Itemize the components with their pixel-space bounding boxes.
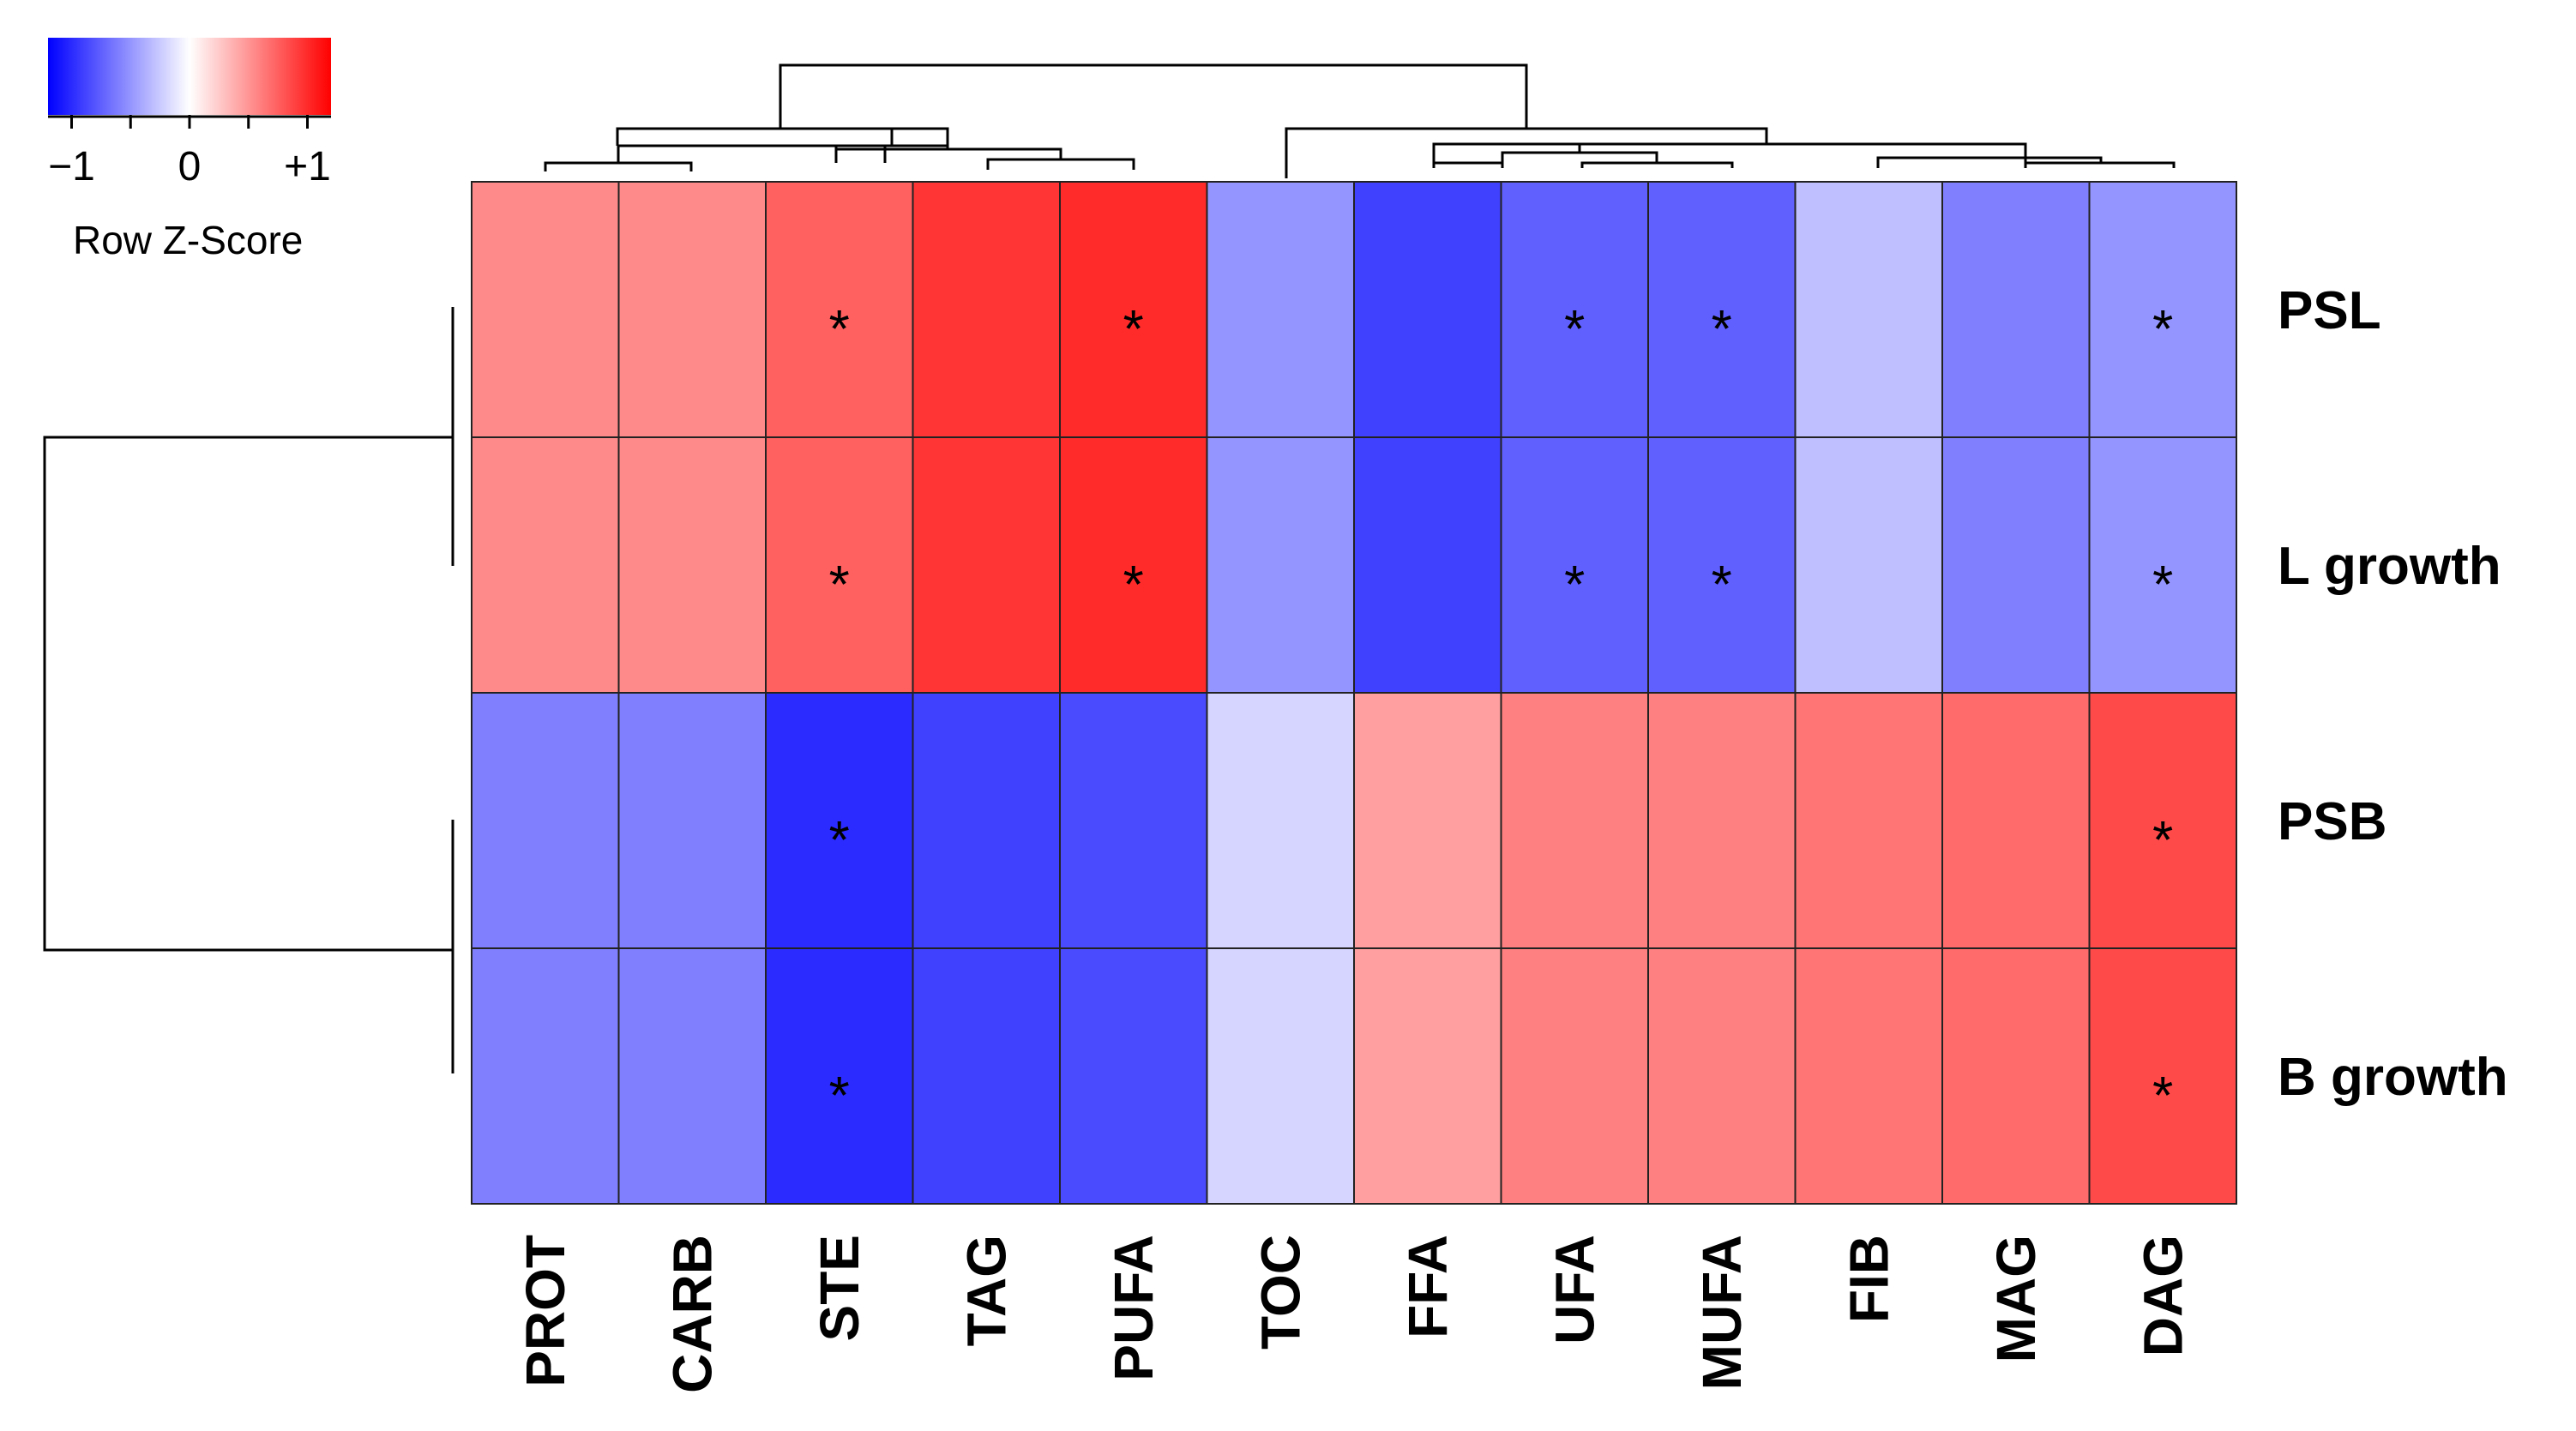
heatmap-cell: [1500, 436, 1649, 694]
heatmap-cell: [1794, 436, 1943, 694]
heatmap-cell: [2088, 947, 2237, 1205]
color-key-gradient: [48, 38, 331, 115]
heatmap-cell: [1206, 947, 1355, 1205]
heatmap-cell: [1647, 181, 1797, 438]
significance-marker: *: [829, 300, 850, 359]
heatmap-cell: [1794, 181, 1943, 438]
significance-marker: *: [1564, 556, 1585, 615]
heatmap-cell: [765, 947, 914, 1205]
heatmap-cell: [1941, 947, 2091, 1205]
heatmap-cells: [471, 181, 2237, 1205]
column-label: STE: [809, 1235, 870, 1341]
significance-marker: *: [2152, 556, 2173, 615]
heatmap-cell: [617, 436, 767, 694]
heatmap-cell: [1794, 947, 1943, 1205]
row-label: L growth: [2278, 537, 2501, 596]
column-label: UFA: [1544, 1235, 1605, 1344]
significance-marker: *: [1712, 300, 1732, 359]
heatmap-cell: [471, 436, 620, 694]
heatmap-cell: [1941, 181, 2091, 438]
heatmap-cell: [765, 436, 914, 694]
row-dendrogram: [43, 307, 454, 1073]
significance-marker: *: [829, 1067, 850, 1126]
column-label: PUFA: [1103, 1235, 1165, 1381]
heatmap-cell: [1059, 436, 1208, 694]
heatmap-cell: [1500, 947, 1649, 1205]
color-key-tick-label: −1: [48, 144, 95, 189]
column-labels: PROT CARB STE TAG PUFA TOC FFA UFA MUFA FIB MAG DAG: [515, 1235, 2194, 1393]
heatmap-cell: [617, 947, 767, 1205]
significance-marker: *: [1123, 300, 1144, 359]
heatmap-cell: [1794, 692, 1943, 949]
heatmap-cell: [1353, 947, 1502, 1205]
significance-marker: *: [2152, 300, 2173, 359]
heatmap-cell: [1647, 947, 1797, 1205]
row-label: B growth: [2278, 1048, 2508, 1107]
column-label: PROT: [515, 1235, 576, 1387]
color-key: −1 0 +1 Row Z-Score: [48, 38, 331, 262]
heatmap-cell: [1206, 181, 1355, 438]
heatmap-cell: [912, 947, 1061, 1205]
heatmap-cell: [1353, 692, 1502, 949]
heatmap-cell: [912, 692, 1061, 949]
heatmap-cell: [1500, 181, 1649, 438]
column-label: FFA: [1397, 1235, 1459, 1338]
heatmap-cell: [1353, 181, 1502, 438]
heatmap-cell: [1941, 436, 2091, 694]
column-label: MAG: [1985, 1235, 2047, 1362]
heatmap-cell: [2088, 692, 2237, 949]
row-label: PSL: [2278, 281, 2381, 340]
heatmap-cell: [1206, 692, 1355, 949]
column-label: DAG: [2132, 1235, 2194, 1356]
color-key-tick-label: +1: [284, 144, 331, 189]
column-label: MUFA: [1691, 1235, 1753, 1390]
heatmap-cell: [765, 692, 914, 949]
column-label: TAG: [955, 1235, 1017, 1346]
heatmap-cell: [1647, 692, 1797, 949]
significance-marker: *: [829, 811, 850, 870]
significance-marker: *: [1712, 556, 1732, 615]
heatmap-cell: [912, 181, 1061, 438]
row-label: PSB: [2278, 792, 2386, 851]
heatmap-cell: [617, 181, 767, 438]
column-label: CARB: [661, 1235, 723, 1393]
significance-markers: * * * * * * * * * * * * * *: [829, 300, 2174, 1126]
significance-marker: *: [2152, 811, 2173, 870]
heatmap-cell: [1059, 692, 1208, 949]
significance-marker: *: [829, 556, 850, 615]
row-labels: PSL L growth PSB B growth: [2278, 281, 2508, 1107]
column-label: FIB: [1838, 1235, 1899, 1323]
heatmap-cell: [1059, 947, 1208, 1205]
significance-marker: *: [1564, 300, 1585, 359]
heatmap-cell: [471, 181, 620, 438]
heatmap-cell: [471, 947, 620, 1205]
significance-marker: *: [2152, 1067, 2173, 1126]
heatmap-cell: [912, 436, 1061, 694]
heatmap-cell: [471, 692, 620, 949]
heatmap-cell: [1206, 436, 1355, 694]
heatmap-cell: [617, 692, 767, 949]
heatmap-cell: [2088, 436, 2237, 694]
color-key-tick-label: 0: [178, 144, 202, 189]
heatmap-cell: [1500, 692, 1649, 949]
color-key-title: Row Z-Score: [73, 218, 303, 262]
column-dendrogram: [544, 63, 2176, 178]
column-label: TOC: [1249, 1235, 1311, 1350]
heatmap-cell: [1353, 436, 1502, 694]
significance-marker: *: [1123, 556, 1144, 615]
heatmap-cell: [2088, 181, 2237, 438]
heatmap-cell: [1941, 692, 2091, 949]
